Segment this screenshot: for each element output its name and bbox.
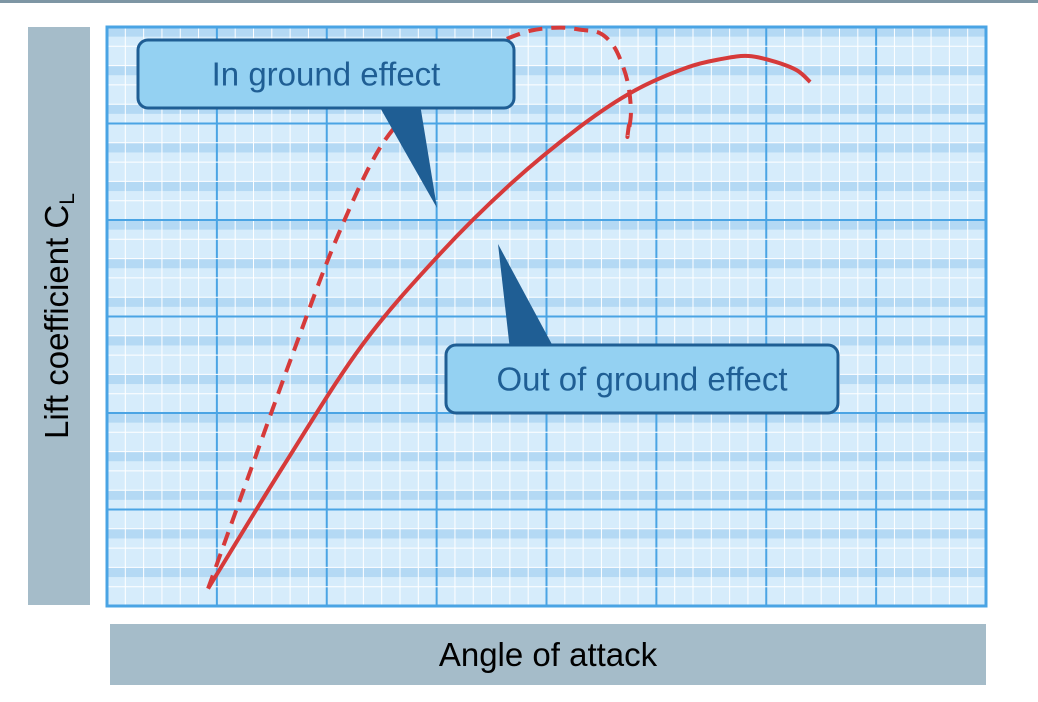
callout-label-in-ground: In ground effect xyxy=(212,56,441,93)
plot-grid xyxy=(105,25,988,608)
x-axis-label: Angle of attack xyxy=(438,635,658,673)
y-axis-label-box xyxy=(28,27,90,605)
series-line-out-of-ground-effect xyxy=(206,53,812,590)
series-layer xyxy=(206,25,812,590)
plot-frame xyxy=(105,25,988,608)
callout-box-out-ground xyxy=(444,343,840,415)
callout-pointer-in-ground xyxy=(378,104,437,208)
callout-label-out-ground: Out of ground effect xyxy=(496,361,787,398)
callout-pointer-out-ground xyxy=(498,244,555,350)
x-axis-label-box: Angle of attack xyxy=(110,624,986,685)
callouts: In ground effect Out of ground effect xyxy=(136,38,840,415)
top-rule xyxy=(0,0,1038,3)
callout-box-in-ground xyxy=(136,38,516,110)
series-line-in-ground-effect xyxy=(206,25,633,590)
